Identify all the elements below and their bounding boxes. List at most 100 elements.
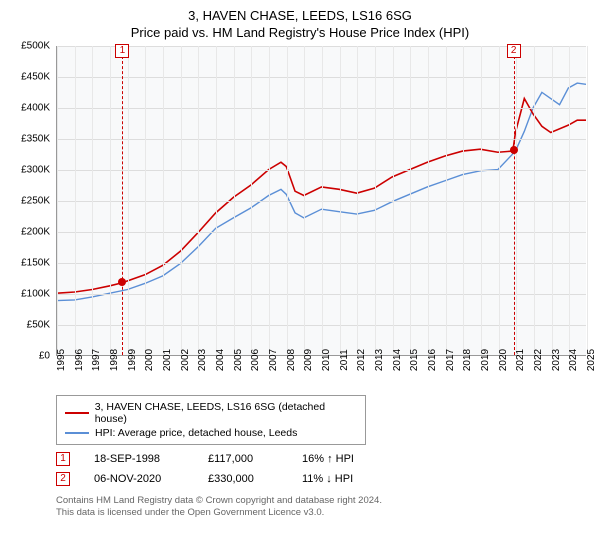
gridline-v: [181, 46, 182, 355]
y-tick-label: £0: [10, 351, 50, 362]
y-tick-label: £50K: [10, 320, 50, 331]
x-tick-label: 2006: [250, 349, 261, 371]
sales-table: 118-SEP-1998£117,00016% ↑ HPI206-NOV-202…: [56, 449, 590, 489]
gridline-v: [569, 46, 570, 355]
legend-swatch: [65, 432, 89, 434]
x-tick-label: 2020: [498, 349, 509, 371]
gridline-v: [145, 46, 146, 355]
sale-marker-dot: [510, 146, 518, 154]
x-tick-label: 2003: [197, 349, 208, 371]
gridline-v: [322, 46, 323, 355]
gridline-v: [463, 46, 464, 355]
gridline-v: [110, 46, 111, 355]
x-tick-label: 2021: [515, 349, 526, 371]
x-tick-label: 1996: [74, 349, 85, 371]
chart-container: 3, HAVEN CHASE, LEEDS, LS16 6SG Price pa…: [0, 0, 600, 526]
sale-marker-line: [514, 46, 515, 355]
gridline-v: [516, 46, 517, 355]
sale-marker-line: [122, 46, 123, 355]
y-tick-label: £150K: [10, 258, 50, 269]
x-tick-label: 2018: [462, 349, 473, 371]
legend-label: HPI: Average price, detached house, Leed…: [95, 427, 297, 439]
gridline-v: [75, 46, 76, 355]
gridline-v: [375, 46, 376, 355]
chart-area: £0 £50K £100K £150K £200K £250K £300K £350K £400…: [10, 46, 590, 391]
gridline-v: [287, 46, 288, 355]
gridline-v: [552, 46, 553, 355]
sale-price: £330,000: [208, 473, 278, 485]
x-tick-label: 2017: [445, 349, 456, 371]
sale-row: 118-SEP-1998£117,00016% ↑ HPI: [56, 449, 590, 469]
gridline-v: [304, 46, 305, 355]
footer-line: This data is licensed under the Open Gov…: [56, 507, 590, 519]
chart-subtitle: Price paid vs. HM Land Registry's House …: [10, 25, 590, 40]
gridline-v: [92, 46, 93, 355]
sale-hpi-diff: 11% ↓ HPI: [302, 473, 392, 485]
plot-area: 12: [56, 46, 586, 356]
x-tick-label: 2022: [533, 349, 544, 371]
y-tick-label: £100K: [10, 289, 50, 300]
x-tick-label: 2002: [180, 349, 191, 371]
x-tick-label: 2007: [268, 349, 279, 371]
gridline-v: [357, 46, 358, 355]
y-tick-label: £450K: [10, 72, 50, 83]
x-tick-label: 2010: [321, 349, 332, 371]
gridline-v: [393, 46, 394, 355]
x-tick-label: 2025: [586, 349, 597, 371]
gridline-v: [534, 46, 535, 355]
x-tick-label: 2014: [392, 349, 403, 371]
x-axis: 1995199619971998199920002001200220032004…: [56, 356, 586, 391]
sale-marker-dot: [118, 278, 126, 286]
x-tick-label: 1998: [109, 349, 120, 371]
footer-attribution: Contains HM Land Registry data © Crown c…: [56, 495, 590, 520]
sale-hpi-diff: 16% ↑ HPI: [302, 453, 392, 465]
x-tick-label: 2019: [480, 349, 491, 371]
legend: 3, HAVEN CHASE, LEEDS, LS16 6SG (detache…: [56, 395, 366, 445]
sale-date: 06-NOV-2020: [94, 473, 184, 485]
x-tick-label: 2024: [568, 349, 579, 371]
gridline-v: [446, 46, 447, 355]
x-tick-label: 2008: [286, 349, 297, 371]
sale-badge: 2: [56, 472, 70, 486]
footer-line: Contains HM Land Registry data © Crown c…: [56, 495, 590, 507]
legend-row: HPI: Average price, detached house, Leed…: [65, 426, 357, 440]
y-tick-label: £200K: [10, 227, 50, 238]
x-tick-label: 2016: [427, 349, 438, 371]
sale-row: 2 06-NOV-2020 £330,000 11% ↓ HPI: [56, 469, 590, 489]
x-tick-label: 2004: [215, 349, 226, 371]
y-tick-label: £400K: [10, 103, 50, 114]
gridline-v: [499, 46, 500, 355]
gridline-v: [340, 46, 341, 355]
sale-date: 18-SEP-1998: [94, 453, 184, 465]
gridline-v: [410, 46, 411, 355]
y-tick-label: £300K: [10, 165, 50, 176]
sale-marker-badge: 1: [115, 44, 129, 58]
x-tick-label: 2015: [409, 349, 420, 371]
y-axis: £0£50K£100K£150K£200K£250K£300K£350K£400…: [10, 46, 54, 356]
gridline-v: [216, 46, 217, 355]
x-tick-label: 2009: [303, 349, 314, 371]
gridline-v: [57, 46, 58, 355]
y-tick-label: £250K: [10, 196, 50, 207]
x-tick-label: 2012: [356, 349, 367, 371]
x-tick-label: 1999: [127, 349, 138, 371]
x-tick-label: 2023: [551, 349, 562, 371]
gridline-v: [428, 46, 429, 355]
gridline-v: [481, 46, 482, 355]
gridline-v: [269, 46, 270, 355]
gridline-v: [587, 46, 588, 355]
y-tick-label: £500K: [10, 41, 50, 52]
gridline-v: [163, 46, 164, 355]
x-tick-label: 2005: [233, 349, 244, 371]
x-tick-label: 1997: [91, 349, 102, 371]
sale-badge: 1: [56, 452, 70, 466]
x-tick-label: 2000: [144, 349, 155, 371]
gridline-v: [128, 46, 129, 355]
chart-title: 3, HAVEN CHASE, LEEDS, LS16 6SG: [10, 8, 590, 23]
x-tick-label: 2011: [339, 349, 350, 371]
sale-marker-badge: 2: [507, 44, 521, 58]
gridline-v: [234, 46, 235, 355]
y-tick-label: £350K: [10, 134, 50, 145]
gridline-v: [251, 46, 252, 355]
legend-label: 3, HAVEN CHASE, LEEDS, LS16 6SG (detache…: [95, 401, 357, 425]
